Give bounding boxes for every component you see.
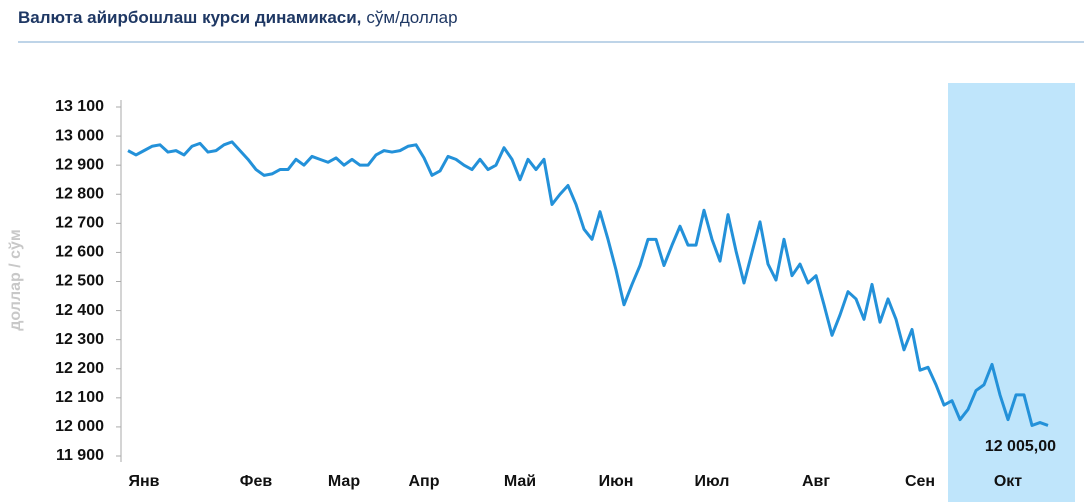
y-tick-label: 12 800 xyxy=(55,185,104,202)
x-tick-label: Июн xyxy=(599,473,634,490)
x-tick-label: Фев xyxy=(240,473,273,490)
x-tick-label: Янв xyxy=(129,473,160,490)
y-tick-label: 12 200 xyxy=(55,360,104,377)
x-tick-label: Апр xyxy=(409,473,440,490)
y-tick-label: 13 000 xyxy=(55,127,104,144)
chart-title: Валюта айирбошлаш курси динамикаси, сўм/д… xyxy=(18,8,458,27)
title: Валюта айирбошлаш курси динамикаси, xyxy=(18,8,361,27)
y-tick-label: 12 100 xyxy=(55,389,104,406)
y-tick-label: 12 700 xyxy=(55,215,104,232)
x-tick-label: Окт xyxy=(994,473,1022,490)
highlight-band xyxy=(948,83,1075,502)
y-tick-label: 12 600 xyxy=(55,244,104,261)
y-tick-label: 12 000 xyxy=(55,418,104,435)
y-tick-label: 12 400 xyxy=(55,302,104,319)
x-tick-label: Май xyxy=(504,473,536,490)
x-tick-label: Сен xyxy=(905,473,935,490)
y-tick-label: 12 900 xyxy=(55,156,104,173)
y-tick-label: 13 100 xyxy=(55,98,104,115)
y-tick-label: 11 900 xyxy=(56,447,104,464)
subtitle: сўм/доллар xyxy=(366,8,457,27)
y-axis-label: доллар / сўм xyxy=(7,229,24,331)
y-tick-label: 12 300 xyxy=(55,331,104,348)
line-series xyxy=(127,140,1049,427)
y-tick-label: 12 500 xyxy=(55,273,104,290)
x-tick-label: Авг xyxy=(802,473,830,490)
x-tick-label: Мар xyxy=(328,473,360,490)
value-annotation: 12 005,00 xyxy=(985,438,1056,455)
x-tick-label: Июл xyxy=(695,473,730,490)
